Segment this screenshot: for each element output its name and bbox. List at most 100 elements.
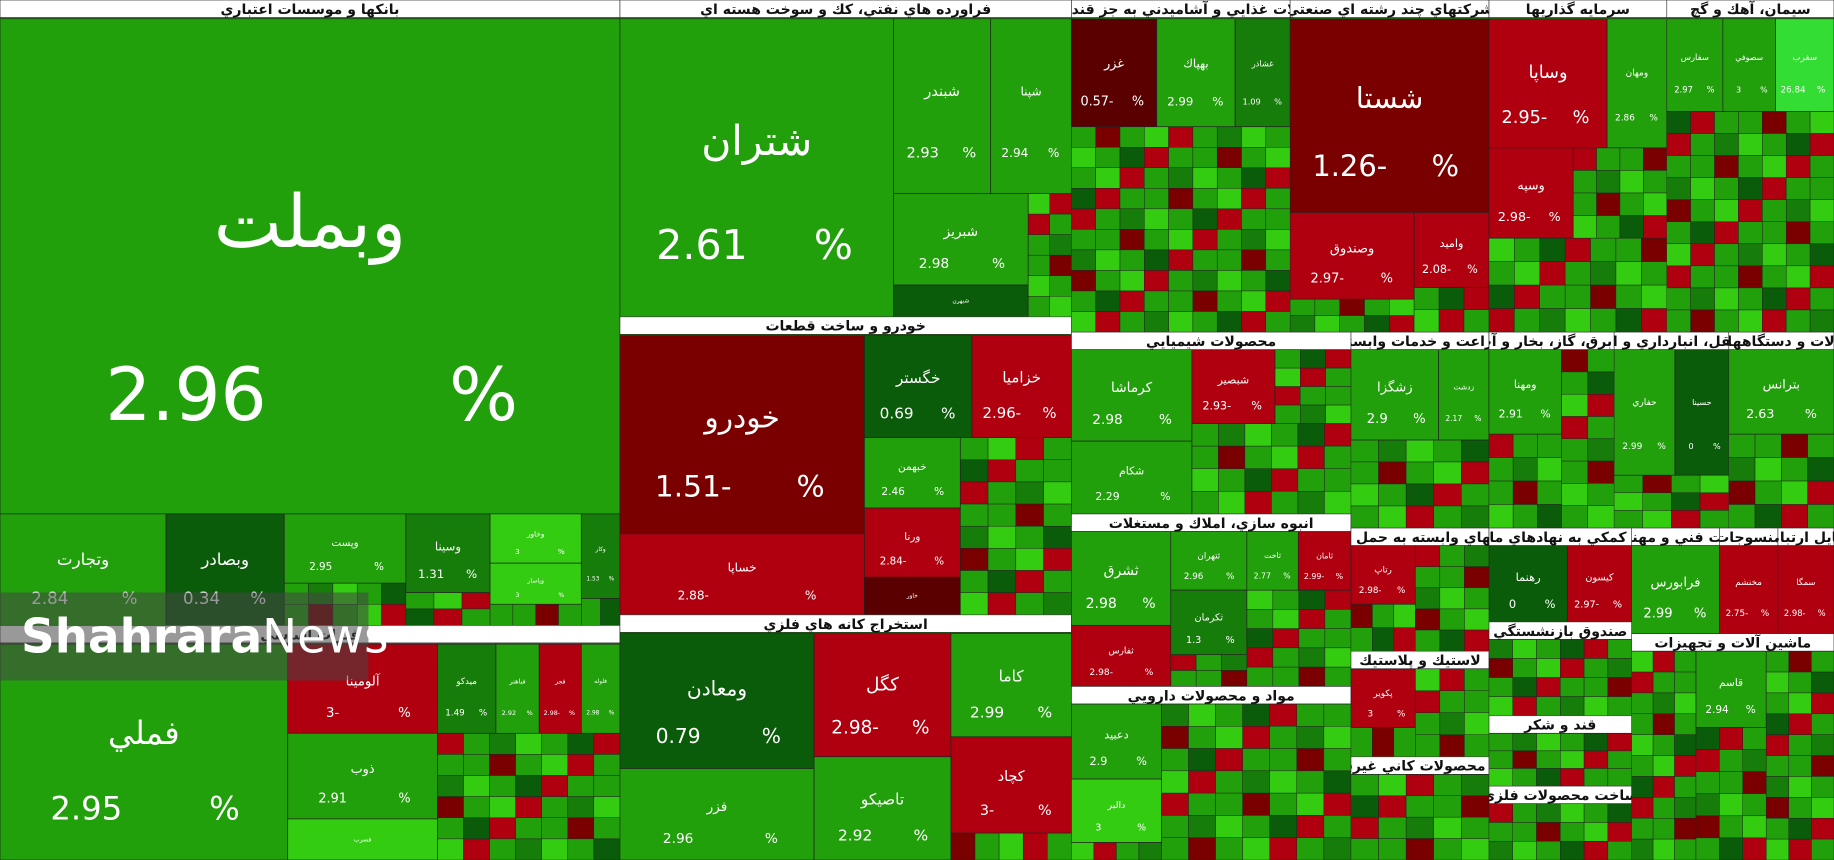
small-tile [1027,193,1050,215]
tile-name: تاصيكو [860,791,904,809]
small-tile [1168,167,1194,189]
tile-change: 3- [326,706,339,721]
small-tile [515,775,542,797]
small-tile [1043,570,1072,593]
small-tile [1119,249,1145,271]
small-tile [463,796,490,818]
small-tile [1241,167,1267,189]
small-tile [1071,270,1096,292]
small-tile [1138,842,1162,860]
small-tile [463,838,490,860]
small-tile [437,838,464,860]
small-tile [1537,433,1562,458]
small-tile [1699,492,1729,511]
small-tile [1809,177,1834,200]
small-tile [1788,838,1812,860]
small-tile [1461,505,1489,528]
tile [437,643,497,734]
small-tile [1244,491,1272,514]
small-tile [1714,265,1739,289]
small-tile [1642,510,1672,528]
tile-name: شستا [1356,81,1424,115]
tile-name: وپست [331,537,358,549]
tile [893,284,1029,317]
small-tile [1195,670,1222,687]
percent-sign: % [1545,597,1556,611]
tile-name: ثفارس [1108,646,1134,656]
small-tile [1738,177,1763,200]
small-tile [1614,492,1643,511]
watermark: ShahraraNews [0,592,389,681]
small-tile [1439,608,1465,631]
small-tile [1144,249,1169,271]
small-tile [1242,703,1270,727]
small-tile [1631,713,1654,735]
small-tile [463,754,490,776]
small-tile [1464,734,1489,757]
small-tile [1652,755,1675,777]
small-tile [1271,491,1299,514]
sector-header [1290,0,1489,18]
sector-title: لاستيك و پلاستيك [1359,653,1480,669]
sector-header [1666,0,1834,18]
small-tile [1607,658,1632,678]
tile-change: 2.96- [983,404,1022,422]
small-tile [1324,666,1351,687]
small-tile [1192,311,1218,333]
small-tile [433,592,463,610]
small-tile [1690,155,1715,178]
small-tile [1765,734,1790,756]
percent-sign: % [765,831,778,847]
small-tile [1274,349,1301,369]
small-tile [1325,386,1351,406]
small-tile [1015,459,1044,483]
small-tile [1788,817,1812,840]
small-tile [1415,629,1441,652]
small-tile [1642,492,1672,511]
small-tile [1738,265,1763,289]
small-tile [1674,797,1697,819]
percent-sign: % [1397,586,1405,596]
small-tile [1161,770,1189,794]
small-tile [1596,170,1621,194]
small-tile [1583,658,1609,678]
small-tile [1043,525,1072,549]
tile [1728,349,1834,435]
tile [1234,18,1291,128]
small-tile [1296,792,1325,816]
small-tile [1191,423,1219,447]
small-tile [1168,249,1194,271]
small-tile [1641,261,1667,286]
small-tile [1652,776,1675,798]
tile-name: شتران [701,117,812,165]
small-tile [1049,275,1072,297]
small-tile [1742,771,1767,794]
small-tile [1093,842,1117,860]
tile-change: 3- [980,803,994,819]
small-tile [1742,727,1767,750]
tile [950,633,1072,738]
small-tile [1216,270,1242,292]
sector: ثشرق 2.98 % ثتهران 2.96 % ثاخت 2.77 % ثامان 2.99-%… [1071,513,1351,687]
small-tile [1195,654,1222,671]
percent-sign: % [1137,822,1146,833]
small-tile [1560,822,1585,842]
watermark-band [0,592,369,681]
small-tile [1415,734,1441,757]
tile [287,732,438,820]
small-tile [1536,768,1561,787]
tile-name: خزاميا [1002,368,1041,386]
small-tile [1512,768,1537,787]
small-tile [1325,404,1351,424]
small-tile [1216,126,1242,148]
small-tile [567,733,595,755]
small-tile [1364,298,1390,316]
small-tile [1488,750,1513,769]
small-tile [1788,650,1812,673]
tile-name: كاما [999,667,1025,685]
tile [580,643,620,734]
sector: وساپا 2.95- % ومهان 2.86 % وسپه 2.98- % سرمايه گذ… [1488,0,1667,333]
small-tile [1785,177,1811,200]
small-tile [1015,570,1044,593]
small-tile [541,754,569,776]
